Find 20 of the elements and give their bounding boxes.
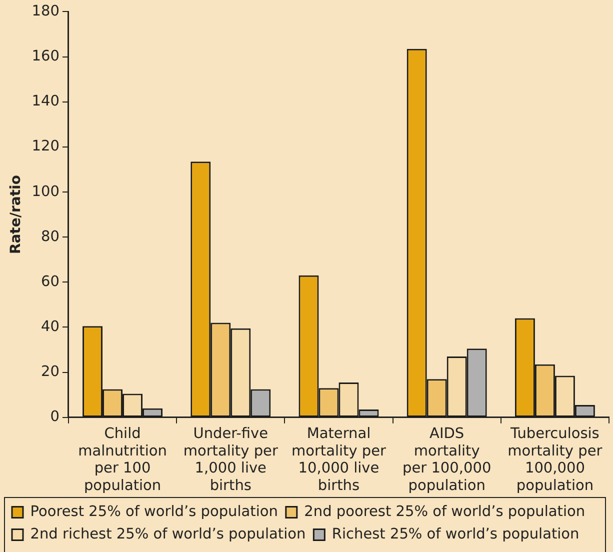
legend-label: 2nd richest 25% of world’s population bbox=[30, 526, 306, 543]
y-tick-label: 180 bbox=[32, 3, 60, 20]
y-axis-title: Rate/ratio bbox=[8, 174, 24, 254]
legend-label: Richest 25% of world’s population bbox=[332, 526, 580, 543]
y-tick-label: 140 bbox=[32, 94, 60, 110]
legend-label: Poorest 25% of world’s population bbox=[30, 504, 278, 520]
y-tick-label: 20 bbox=[41, 364, 60, 380]
y-tick-label: 60 bbox=[41, 274, 60, 290]
y-tick-label: 0 bbox=[50, 409, 60, 426]
y-tick-label: 160 bbox=[32, 48, 60, 65]
y-tick-label: 80 bbox=[41, 228, 60, 245]
x-tick-label: Child malnutrition per 100 population bbox=[78, 426, 167, 494]
y-tick-label: 120 bbox=[32, 138, 60, 155]
y-tick-label: 40 bbox=[41, 319, 60, 336]
y-tick-label: 100 bbox=[32, 184, 60, 200]
x-tick-label: Maternal mortality per 10,000 live births bbox=[291, 426, 386, 494]
x-tick-label: Tuberculosis mortality per 100,000 population bbox=[508, 426, 602, 494]
x-tick-label: AIDS mortality per 100,000 population bbox=[402, 426, 492, 494]
legend-label: 2nd poorest 25% of world’s population bbox=[304, 504, 586, 520]
x-tick-label: Under-five mortality per 1,000 live births bbox=[183, 426, 278, 494]
